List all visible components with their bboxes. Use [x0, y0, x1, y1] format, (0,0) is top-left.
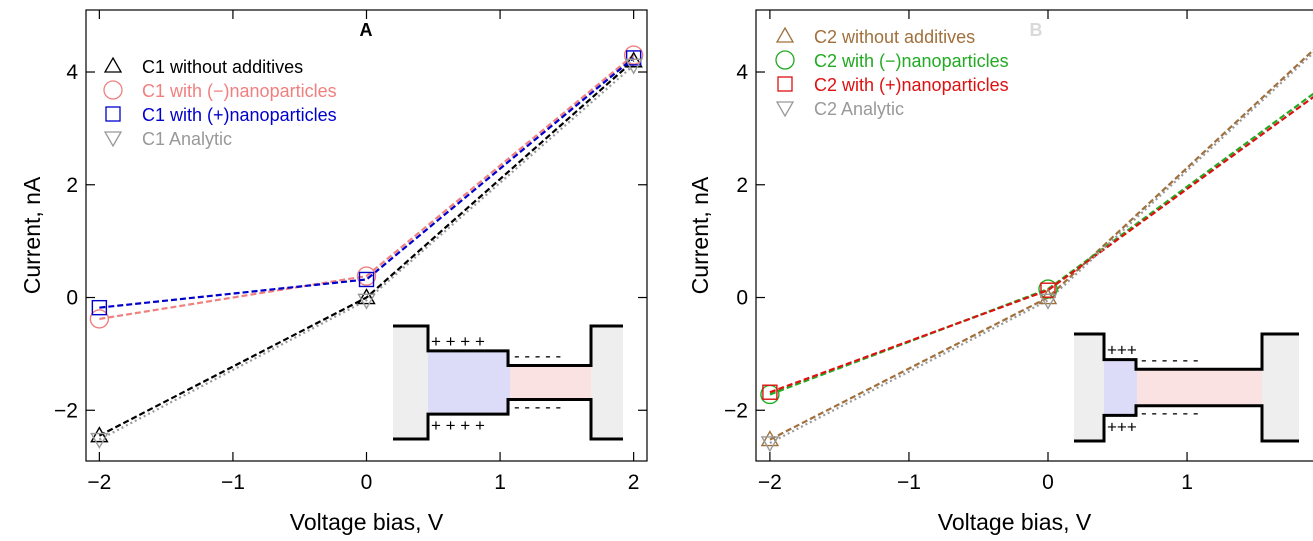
data-point-series-1	[90, 426, 109, 443]
data-point-series-4	[357, 293, 376, 310]
surface-charge-lower-right: - - - - - -	[1141, 404, 1199, 423]
inset-diagram-b: +++- - - - - -+++- - - - - -	[1074, 332, 1299, 443]
y-tick-label: 4	[66, 61, 78, 84]
legend-label-3: C1 with (+)nanoparticles	[142, 105, 337, 125]
data-point-series-2	[89, 309, 110, 329]
x-tick-label: −2	[87, 471, 111, 494]
data-point-series-4	[1038, 293, 1058, 310]
panel-b: +++- - - - - -+++- - - - - - −2−1012−202…	[687, 9, 1313, 535]
data-point-series-4	[90, 432, 109, 449]
surface-charge-lower-left: + + + +	[431, 416, 485, 435]
x-tick-label: 2	[628, 471, 640, 494]
series-line-3	[769, 95, 1313, 394]
legend-label-3: C2 with (+)nanoparticles	[814, 75, 1009, 95]
y-axis-title-a: Current, nA	[19, 176, 45, 294]
channel-negative-region	[1137, 369, 1262, 406]
reservoir-left	[393, 326, 428, 439]
y-tick-label: 2	[736, 174, 748, 197]
x-tick-label: 1	[1181, 471, 1193, 494]
x-tick-label: −2	[758, 471, 782, 494]
data-point-series-1	[760, 430, 780, 447]
legend-background	[96, 52, 391, 168]
legend-marker-2	[775, 50, 795, 70]
legend-label-2: C2 with (−)nanoparticles	[814, 51, 1009, 71]
surface-charge-upper-left: +++	[1107, 341, 1137, 360]
series-line-2	[99, 54, 635, 321]
legend-label-1: C2 without additives	[814, 27, 975, 47]
legend-marker-1	[103, 56, 123, 73]
channel-wall-bottom	[393, 397, 623, 441]
x-tick-label: 0	[1042, 471, 1054, 494]
legend-marker-1	[775, 26, 795, 43]
panel-label-a: A	[360, 20, 373, 40]
data-point-series-3	[91, 299, 108, 316]
reservoir-right	[591, 326, 623, 439]
legend-marker-3	[105, 106, 121, 122]
legend-marker-3	[777, 76, 793, 92]
x-tick-label: 1	[494, 471, 506, 494]
data-point-series-3	[625, 50, 642, 66]
data-point-series-3	[762, 384, 778, 400]
y-tick-label: 2	[66, 174, 78, 197]
data-point-series-3	[1040, 282, 1056, 298]
legend-background	[768, 22, 1063, 138]
legend-marker-4	[775, 101, 795, 118]
channel-positive-region	[1104, 359, 1137, 416]
surface-charge-upper-right: - - - - -	[514, 347, 561, 366]
y-tick-label: 0	[66, 287, 78, 310]
y-tick-label: 4	[736, 61, 748, 84]
legend-label-4: C2 Analytic	[814, 99, 904, 119]
data-point-series-2	[356, 266, 377, 286]
data-point-series-4	[624, 58, 643, 75]
surface-charge-upper-right: - - - - - -	[1141, 350, 1199, 369]
legend-label-4: C1 Analytic	[142, 129, 232, 149]
data-point-series-2	[1038, 279, 1058, 299]
x-axis-title-b: Voltage bias, V	[938, 509, 1092, 535]
legend-a: C1 without additives C1 with (−)nanoparti…	[96, 52, 391, 168]
legend-label-2: C1 with (−)nanoparticles	[142, 81, 337, 101]
y-tick-label: −2	[724, 399, 748, 422]
panel-a: + + + + - - - - - + + + + - - - - - −2 −1 0 1 2…	[19, 9, 648, 535]
data-point-series-2	[623, 45, 644, 65]
series-line-1	[98, 59, 635, 437]
series-line-4	[98, 64, 635, 441]
series-line-1	[769, 48, 1313, 441]
y-tick-label: 0	[736, 287, 748, 310]
inset-diagram-a: + + + + - - - - - + + + + - - - - -	[393, 324, 623, 441]
channel-wall-top	[1074, 332, 1299, 371]
legend-b: C2 without additives C2 with (−)nanoparti…	[768, 22, 1063, 138]
series-line-3	[99, 57, 635, 309]
legend-label-1: C1 without additives	[142, 57, 303, 77]
channel-wall-top	[393, 324, 623, 368]
reservoir-left	[1074, 334, 1104, 441]
reservoir-right	[1262, 334, 1299, 441]
legend-marker-2	[103, 80, 123, 100]
x-tick-label: 0	[361, 471, 373, 494]
channel-positive-region	[428, 350, 510, 415]
y-axis-title-b: Current, nA	[687, 176, 713, 294]
surface-charge-lower-right: - - - - -	[514, 397, 561, 416]
data-point-series-3	[358, 271, 375, 288]
data-point-series-4	[760, 436, 780, 453]
y-tick-label: −2	[54, 399, 78, 422]
x-tick-label: −1	[897, 471, 921, 494]
legend-marker-4	[103, 131, 123, 148]
x-tick-label: −1	[221, 471, 245, 494]
surface-charge-lower-left: +++	[1107, 417, 1137, 436]
channel-wall-bottom	[1074, 404, 1299, 443]
surface-charge-upper-left: + + + +	[431, 332, 485, 351]
x-axis-title-a: Voltage bias, V	[290, 509, 444, 535]
channel-negative-region	[510, 365, 591, 400]
data-point-series-1	[357, 288, 376, 305]
series-line-4	[769, 51, 1313, 444]
